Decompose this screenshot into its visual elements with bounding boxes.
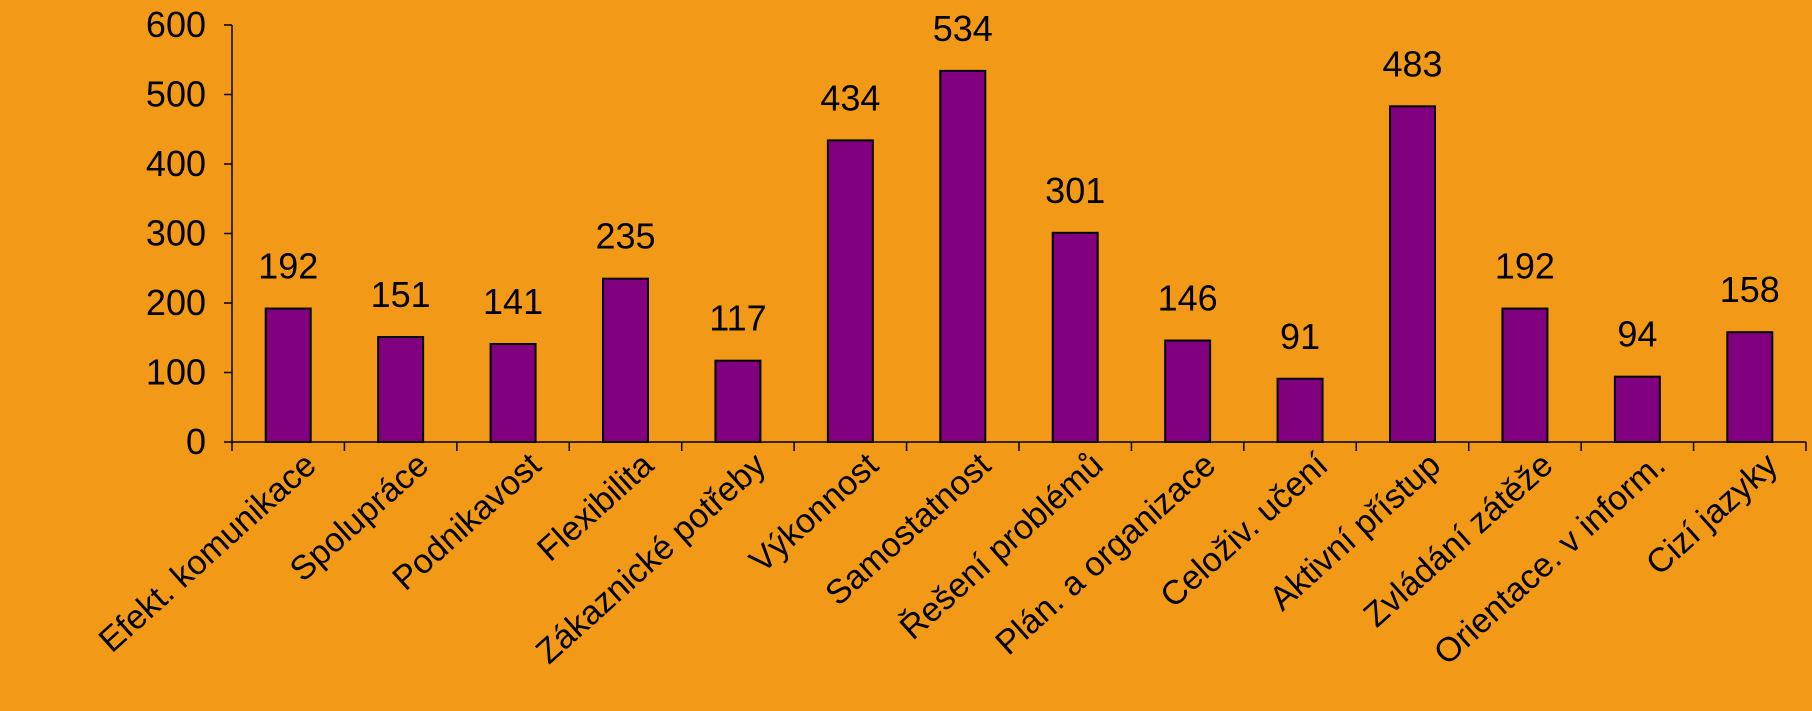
data-label: 141 (483, 281, 543, 322)
data-label: 534 (933, 8, 993, 49)
y-tick-label: 600 (146, 4, 206, 45)
y-tick-label: 100 (146, 352, 206, 393)
y-tick-label: 300 (146, 213, 206, 254)
bars (264, 69, 1774, 444)
bar (826, 139, 874, 443)
bar (1501, 307, 1549, 443)
bar (377, 336, 425, 443)
data-label: 94 (1617, 314, 1657, 355)
bar (1726, 331, 1774, 443)
data-label: 146 (1158, 278, 1218, 319)
data-label: 151 (371, 274, 431, 315)
data-label: 117 (709, 298, 766, 339)
y-tick-label: 500 (146, 74, 206, 115)
bar (1276, 377, 1324, 444)
data-label: 301 (1045, 170, 1105, 211)
y-axis: 0 100 200 300 400 500 600 (146, 4, 233, 462)
y-tick-label: 200 (146, 282, 206, 323)
data-label: 483 (1382, 43, 1442, 84)
bar (1613, 375, 1661, 444)
data-label: 158 (1720, 269, 1780, 310)
bar (264, 307, 312, 443)
bar (489, 343, 537, 444)
bar (602, 277, 649, 443)
bar (1389, 105, 1436, 443)
bar (939, 69, 987, 444)
y-tick-label: 400 (146, 143, 206, 184)
data-label: 192 (1495, 246, 1555, 287)
bar (1051, 231, 1099, 443)
bar (1164, 339, 1212, 443)
data-label: 434 (820, 77, 880, 118)
data-label: 192 (258, 246, 318, 287)
value-labels: 192 151 141 235 117 434 534 301 146 91 483 192 94 158 (258, 8, 1780, 357)
data-label: 235 (595, 216, 655, 257)
data-label: 91 (1280, 316, 1320, 357)
y-tick-label: 0 (186, 421, 206, 462)
bar (714, 359, 762, 443)
